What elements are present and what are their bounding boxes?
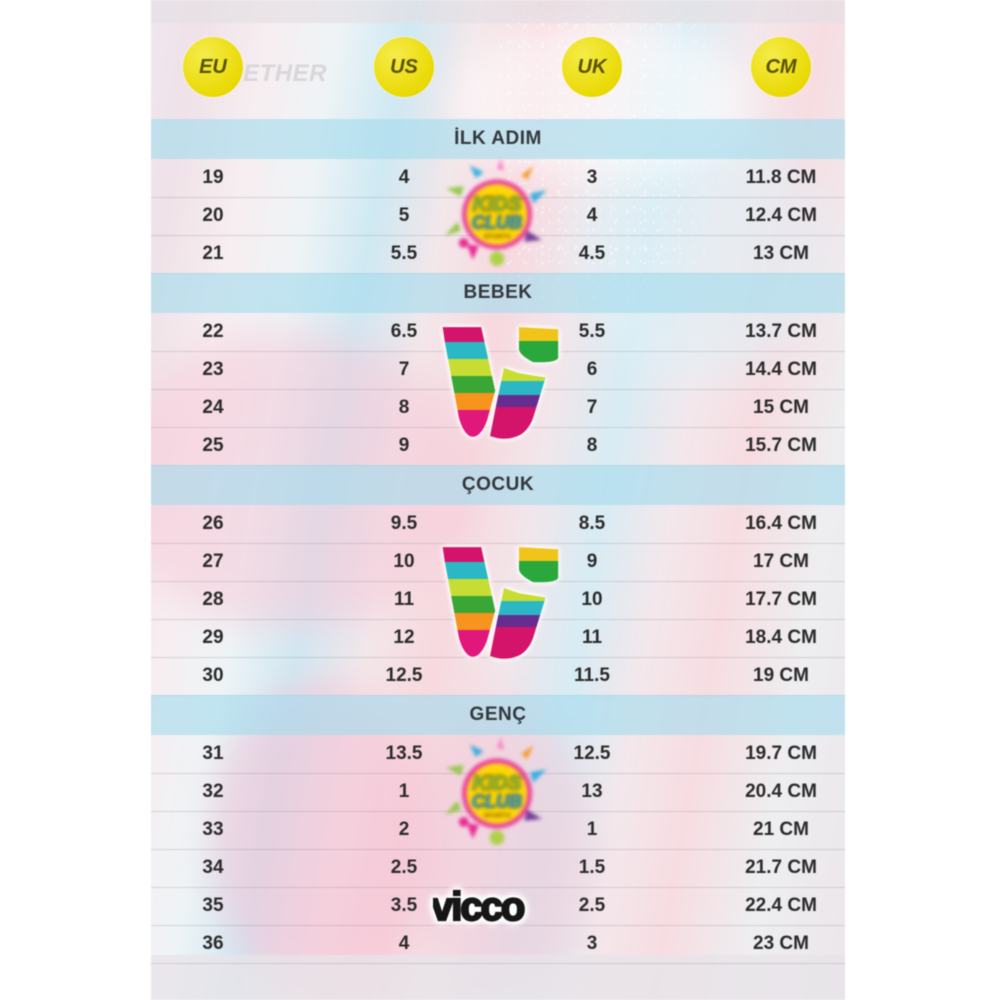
svg-text:KIDS: KIDS [472, 192, 521, 215]
svg-text:CLUB: CLUB [472, 791, 522, 811]
svg-text:CLUB: CLUB [472, 212, 522, 232]
svg-text:SPORTS: SPORTS [483, 813, 511, 820]
svg-text:vicco: vicco [433, 885, 524, 929]
svg-text:KIDS: KIDS [472, 771, 521, 794]
svg-text:SPORTS: SPORTS [483, 234, 511, 241]
